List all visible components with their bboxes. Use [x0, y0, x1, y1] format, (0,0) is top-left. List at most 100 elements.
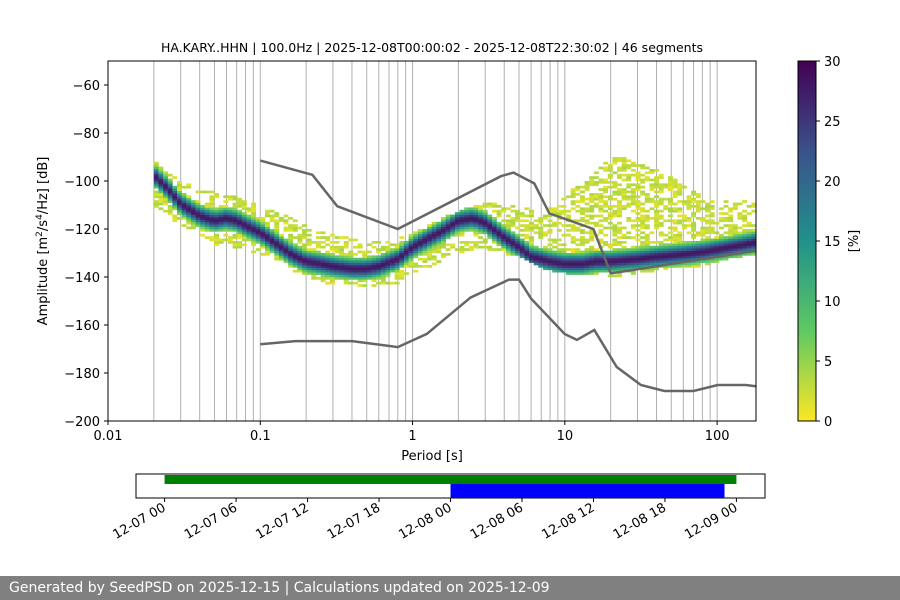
heatmap-cell — [172, 197, 178, 201]
heatmap-cell — [672, 248, 678, 251]
heatmap-cell — [556, 212, 562, 215]
heatmap-cell — [552, 241, 558, 244]
heatmap-cell — [427, 238, 433, 242]
heatmap-cell — [593, 181, 599, 184]
heatmap-cell — [214, 193, 219, 196]
heatmap-cell — [547, 265, 553, 268]
heatmap-cell — [371, 265, 377, 268]
heatmap-cell — [427, 231, 433, 235]
heatmap-cell — [385, 272, 391, 275]
heatmap-cell — [163, 190, 169, 194]
heatmap-cell — [482, 238, 488, 242]
heatmap-cell — [195, 207, 201, 211]
heatmap-cell — [246, 209, 252, 213]
heatmap-cell — [366, 262, 372, 266]
heatmap-cell — [589, 253, 595, 256]
heatmap-cell — [232, 205, 238, 208]
heatmap-cell — [654, 245, 660, 249]
heatmap-cell — [635, 262, 641, 266]
heatmap-cell — [353, 265, 358, 268]
heatmap-cell — [598, 188, 604, 191]
heatmap-cell — [709, 238, 715, 242]
heatmap-cell — [598, 205, 604, 208]
heatmap-cell — [214, 243, 219, 247]
heatmap-cell — [635, 219, 641, 223]
heatmap-cell — [329, 253, 335, 256]
heatmap-cell — [200, 217, 206, 220]
heatmap-cell — [260, 226, 266, 230]
heatmap-cell — [292, 255, 298, 259]
heatmap-cell — [751, 245, 756, 249]
heatmap-cell — [441, 224, 446, 227]
heatmap-cell — [269, 250, 275, 254]
heatmap-cell — [408, 257, 414, 261]
heatmap-cell — [603, 217, 609, 220]
heatmap-cell — [566, 209, 572, 213]
heatmap-cell — [177, 188, 182, 191]
heatmap-cell — [269, 248, 275, 251]
heatmap-cell — [431, 221, 437, 225]
heatmap-cell — [468, 209, 474, 213]
heatmap-cell — [223, 229, 229, 232]
heatmap-cell — [723, 217, 729, 220]
heatmap-cell — [584, 214, 590, 218]
heatmap-cell — [751, 209, 756, 213]
timeline-tick-label: 12-07 00 — [110, 500, 168, 542]
heatmap-cell — [552, 209, 558, 213]
heatmap-cell — [288, 245, 294, 249]
heatmap-cell — [468, 221, 474, 225]
heatmap-cell — [718, 217, 724, 220]
heatmap-cell — [251, 250, 257, 254]
heatmap-cell — [195, 209, 201, 213]
heatmap-cell — [635, 265, 641, 268]
heatmap-cell — [510, 236, 516, 239]
heatmap-cell — [742, 209, 748, 213]
heatmap-cell — [459, 221, 465, 225]
heatmap-cell — [746, 224, 752, 227]
heatmap-cell — [524, 224, 530, 227]
heatmap-cell — [167, 197, 173, 201]
heatmap-cell — [158, 176, 164, 179]
heatmap-cell — [538, 262, 544, 266]
heatmap-cell — [320, 253, 326, 256]
heatmap-cell — [302, 233, 307, 237]
heatmap-cell — [473, 233, 479, 237]
heatmap-cell — [737, 236, 743, 239]
heatmap-cell — [630, 200, 636, 203]
heatmap-cell — [200, 226, 206, 230]
heatmap-cell — [612, 241, 618, 244]
heatmap-cell — [292, 243, 298, 247]
heatmap-cell — [454, 219, 460, 223]
heatmap-cell — [195, 200, 201, 203]
heatmap-cell — [343, 272, 349, 275]
heatmap-cell — [649, 178, 655, 182]
heatmap-cell — [598, 209, 604, 213]
heatmap-cell — [630, 173, 636, 177]
heatmap-cell — [232, 245, 238, 249]
heatmap-cell — [320, 260, 326, 263]
heatmap-cell — [441, 219, 446, 223]
heatmap-cell — [681, 255, 687, 259]
heatmap-cell — [417, 250, 423, 254]
heatmap-cell — [255, 236, 261, 239]
heatmap-cell — [584, 238, 590, 242]
heatmap-cell — [672, 255, 678, 259]
heatmap-cell — [241, 207, 247, 211]
heatmap-cell — [237, 205, 243, 208]
heatmap-cell — [556, 221, 562, 225]
heatmap-cell — [570, 272, 576, 275]
heatmap-cell — [408, 243, 414, 247]
heatmap-cell — [431, 243, 437, 247]
heatmap-cell — [501, 231, 507, 235]
heatmap-cell — [478, 241, 484, 244]
heatmap-cell — [436, 233, 442, 237]
heatmap-cell — [630, 269, 636, 273]
heatmap-cell — [603, 166, 609, 170]
heatmap-cell — [705, 255, 710, 259]
heatmap-cell — [732, 229, 738, 232]
heatmap-cell — [630, 164, 636, 167]
heatmap-cell — [709, 226, 715, 230]
heatmap-cell — [538, 219, 544, 223]
heatmap-cell — [732, 207, 738, 211]
heatmap-cell — [362, 277, 368, 280]
